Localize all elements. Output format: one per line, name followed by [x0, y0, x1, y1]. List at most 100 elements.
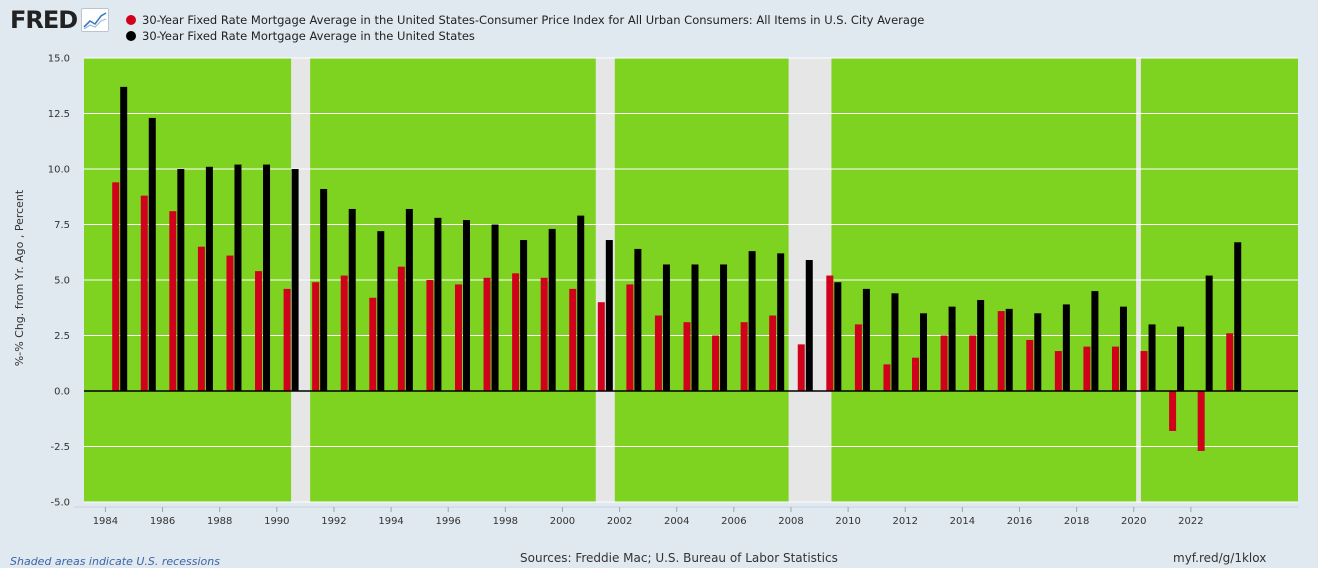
bar-mortgage-rate[interactable]: [891, 293, 899, 391]
bar-cpi-adjusted[interactable]: [1026, 339, 1034, 391]
bar-mortgage-rate[interactable]: [234, 164, 242, 391]
bar-mortgage-rate[interactable]: [434, 217, 442, 391]
bar-cpi-adjusted[interactable]: [1140, 351, 1148, 391]
bar-cpi-adjusted[interactable]: [940, 335, 948, 392]
bar-cpi-adjusted[interactable]: [397, 266, 405, 391]
bar-cpi-adjusted[interactable]: [654, 315, 662, 391]
bar-mortgage-rate[interactable]: [1062, 304, 1070, 391]
bar-cpi-adjusted[interactable]: [197, 246, 205, 391]
bar-mortgage-rate[interactable]: [948, 306, 956, 391]
x-tick-label: 2018: [1064, 516, 1089, 527]
bar-cpi-adjusted[interactable]: [1111, 346, 1119, 391]
bar-mortgage-rate[interactable]: [634, 248, 642, 391]
bar-mortgage-rate[interactable]: [605, 240, 613, 391]
bar-mortgage-rate[interactable]: [205, 166, 213, 391]
bar-mortgage-rate[interactable]: [662, 264, 670, 391]
legend-item-series-2[interactable]: 30-Year Fixed Rate Mortgage Average in t…: [126, 28, 924, 44]
bar-cpi-adjusted[interactable]: [426, 280, 434, 391]
bar-cpi-adjusted[interactable]: [1226, 333, 1234, 391]
x-tick-label: 1986: [150, 516, 175, 527]
bar-cpi-adjusted[interactable]: [226, 255, 234, 391]
y-axis-title: %-% Chg. from Yr. Ago , Percent: [13, 189, 26, 366]
bar-cpi-adjusted[interactable]: [340, 275, 348, 391]
bar-mortgage-rate[interactable]: [177, 169, 185, 391]
bar-cpi-adjusted[interactable]: [140, 195, 148, 391]
bar-cpi-adjusted[interactable]: [112, 182, 120, 391]
bar-cpi-adjusted[interactable]: [1054, 351, 1062, 391]
bar-mortgage-rate[interactable]: [263, 164, 271, 391]
bar-cpi-adjusted[interactable]: [512, 273, 520, 391]
bar-cpi-adjusted[interactable]: [597, 302, 605, 391]
x-tick-label: 2014: [950, 516, 975, 527]
bar-mortgage-rate[interactable]: [462, 220, 470, 391]
bar-mortgage-rate[interactable]: [748, 251, 756, 391]
bar-mortgage-rate[interactable]: [1091, 291, 1099, 391]
bar-mortgage-rate[interactable]: [377, 231, 385, 391]
bar-mortgage-rate[interactable]: [577, 215, 585, 391]
bar-mortgage-rate[interactable]: [977, 299, 985, 391]
bar-cpi-adjusted[interactable]: [169, 211, 177, 391]
bar-mortgage-rate[interactable]: [348, 208, 356, 391]
bar-cpi-adjusted[interactable]: [569, 288, 577, 391]
bar-cpi-adjusted[interactable]: [283, 288, 291, 391]
legend-label: 30-Year Fixed Rate Mortgage Average in t…: [142, 29, 475, 43]
bar-cpi-adjusted[interactable]: [1197, 391, 1205, 451]
bar-mortgage-rate[interactable]: [1119, 306, 1127, 391]
bar-mortgage-rate[interactable]: [520, 240, 528, 391]
x-tick-label: 1994: [378, 516, 403, 527]
bar-cpi-adjusted[interactable]: [1169, 391, 1177, 431]
bar-mortgage-rate[interactable]: [805, 260, 813, 391]
bar-cpi-adjusted[interactable]: [626, 284, 634, 391]
bar-cpi-adjusted[interactable]: [969, 335, 977, 392]
bar-cpi-adjusted[interactable]: [1083, 346, 1091, 391]
bar-cpi-adjusted[interactable]: [997, 311, 1005, 391]
bar-cpi-adjusted[interactable]: [483, 277, 491, 391]
x-tick-label: 1990: [264, 516, 289, 527]
x-tick-label: 2016: [1007, 516, 1032, 527]
bar-mortgage-rate[interactable]: [1205, 275, 1213, 391]
recession-note: Shaded areas indicate U.S. recessions: [10, 555, 220, 568]
bar-cpi-adjusted[interactable]: [540, 277, 548, 391]
bar-cpi-adjusted[interactable]: [854, 324, 862, 391]
bar-mortgage-rate[interactable]: [777, 253, 785, 391]
bar-mortgage-rate[interactable]: [291, 169, 299, 391]
bar-cpi-adjusted[interactable]: [369, 297, 377, 391]
bar-cpi-adjusted[interactable]: [826, 275, 834, 391]
bar-mortgage-rate[interactable]: [920, 313, 928, 391]
bar-mortgage-rate[interactable]: [120, 86, 128, 392]
y-tick-label: 10.0: [48, 165, 70, 176]
short-url-link[interactable]: myf.red/g/1klox: [1173, 551, 1267, 565]
bar-cpi-adjusted[interactable]: [769, 315, 777, 391]
bar-mortgage-rate[interactable]: [148, 117, 156, 391]
bar-mortgage-rate[interactable]: [491, 224, 499, 392]
fred-logo[interactable]: FRED: [10, 6, 110, 34]
bar-mortgage-rate[interactable]: [1034, 313, 1042, 391]
bar-mortgage-rate[interactable]: [720, 264, 728, 391]
bar-cpi-adjusted[interactable]: [883, 364, 891, 391]
x-tick-label: 1992: [321, 516, 346, 527]
bar-mortgage-rate[interactable]: [1005, 308, 1013, 391]
bar-cpi-adjusted[interactable]: [255, 271, 263, 391]
bar-cpi-adjusted[interactable]: [912, 357, 920, 391]
bar-mortgage-rate[interactable]: [691, 264, 699, 391]
bar-mortgage-rate[interactable]: [1177, 326, 1185, 391]
x-tick-label: 2000: [550, 516, 575, 527]
bar-cpi-adjusted[interactable]: [312, 282, 320, 391]
legend-item-series-1[interactable]: 30-Year Fixed Rate Mortgage Average in t…: [126, 12, 924, 28]
y-tick-label: 7.5: [54, 220, 70, 231]
bar-cpi-adjusted[interactable]: [797, 344, 805, 391]
bar-cpi-adjusted[interactable]: [740, 322, 748, 391]
bar-mortgage-rate[interactable]: [862, 288, 870, 391]
bar-mortgage-rate[interactable]: [320, 188, 328, 391]
bar-cpi-adjusted[interactable]: [683, 322, 691, 391]
y-tick-label: -2.5: [50, 442, 70, 453]
bar-mortgage-rate[interactable]: [834, 282, 842, 391]
bar-cpi-adjusted[interactable]: [454, 284, 462, 391]
x-tick-label: 2022: [1178, 516, 1203, 527]
bar-mortgage-rate[interactable]: [1148, 324, 1156, 391]
bar-mortgage-rate[interactable]: [548, 228, 556, 391]
bar-mortgage-rate[interactable]: [405, 208, 413, 391]
bar-cpi-adjusted[interactable]: [712, 335, 720, 392]
bar-mortgage-rate[interactable]: [1234, 242, 1242, 391]
